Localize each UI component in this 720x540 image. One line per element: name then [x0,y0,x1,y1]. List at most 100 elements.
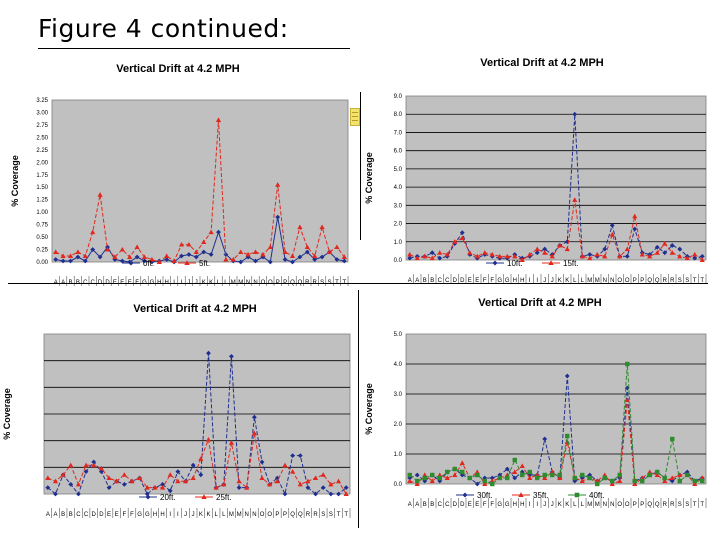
data-point [542,472,547,478]
data-point [459,460,465,465]
legend-marker [184,260,190,265]
data-point [407,251,413,257]
data-point [557,242,563,248]
data-point [587,472,593,478]
data-point [557,472,562,478]
data-point [75,481,82,487]
x-tick-label: M [229,512,234,518]
x-tick-label: D [98,280,103,286]
data-point [595,481,600,487]
y-tick-label: 1.0 [394,452,403,458]
data-point [460,469,465,475]
data-point [190,462,196,468]
x-tick-label: I [177,512,179,518]
data-point [579,253,585,259]
legend-marker [201,494,207,499]
data-point [467,475,472,481]
data-point [134,244,140,250]
data-point [267,481,273,487]
data-point [134,254,140,260]
x-tick-label: P [275,512,279,518]
x-tick-label: N [603,278,607,284]
data-point [68,462,74,468]
data-point [580,472,585,478]
data-point [572,478,578,484]
data-point [414,255,420,261]
x-tick-label: T [700,278,704,284]
x-tick-label: E [468,278,472,284]
x-tick-label: H [513,502,517,508]
y-tick-label: 0.50 [36,235,48,241]
x-tick-label: B [430,278,434,284]
data-point [564,246,570,252]
series-line [47,353,347,496]
data-point [684,255,690,261]
x-tick-label: R [663,502,668,508]
series-line [409,199,703,261]
x-tick-label: N [245,512,249,518]
data-point [193,254,199,260]
data-point [252,249,259,255]
data-point [164,257,170,262]
x-tick-label: I [536,278,538,284]
data-point [230,256,236,262]
data-point [632,481,638,486]
data-point [159,485,166,490]
data-point [587,475,592,481]
data-point [251,430,257,436]
legend-marker [548,260,554,265]
y-tick-label: 5.0 [394,332,403,338]
plot-area [51,99,349,263]
data-point [624,246,630,252]
data-point [669,250,675,255]
data-point [669,475,675,480]
chart-bottom-right: Vertical Drift at 4.2 MPH % Coverage 0.0 1.… [364,297,707,508]
x-tick-label: K [199,512,203,518]
data-point [632,213,638,219]
series-line [409,399,703,485]
x-tick-label: R [670,502,675,508]
data-point [201,249,207,255]
data-point [75,249,81,255]
x-tick-label: A [54,280,58,286]
x-tick-label: S [321,512,325,518]
x-tick-label: J [543,278,546,284]
y-tick-label: 3.0 [394,392,403,398]
legend-marker [145,494,151,500]
data-point [542,250,548,255]
data-point [106,485,112,490]
data-point [459,235,465,241]
data-point [305,478,311,484]
data-point [452,239,458,244]
x-tick-label: O [261,280,266,286]
x-tick-label: P [640,278,644,284]
x-tick-label: L [581,502,585,508]
x-tick-label: L [217,280,221,286]
x-tick-label: M [587,278,592,284]
data-point [609,231,615,237]
data-point [282,491,288,497]
x-tick-label: G [150,280,155,286]
data-point [205,437,212,442]
data-point [274,478,280,484]
x-tick-label: I [536,502,538,508]
x-tick-label: R [670,278,675,284]
data-point [60,253,66,259]
x-tick-label: G [505,278,510,284]
data-point [144,485,150,490]
x-tick-label: P [633,502,637,508]
data-point [504,253,510,259]
legend-marker [492,260,498,266]
y-tick-label: 0.25 [36,248,48,254]
x-tick-label: O [617,502,622,508]
data-point [119,246,125,252]
x-tick-label: D [105,280,110,286]
x-tick-label: E [468,502,472,508]
x-tick-label: I [181,280,183,286]
data-point [587,255,593,261]
x-tick-label: S [329,512,333,518]
data-point [236,485,242,490]
legend-marker [518,492,524,497]
data-point [156,259,162,264]
